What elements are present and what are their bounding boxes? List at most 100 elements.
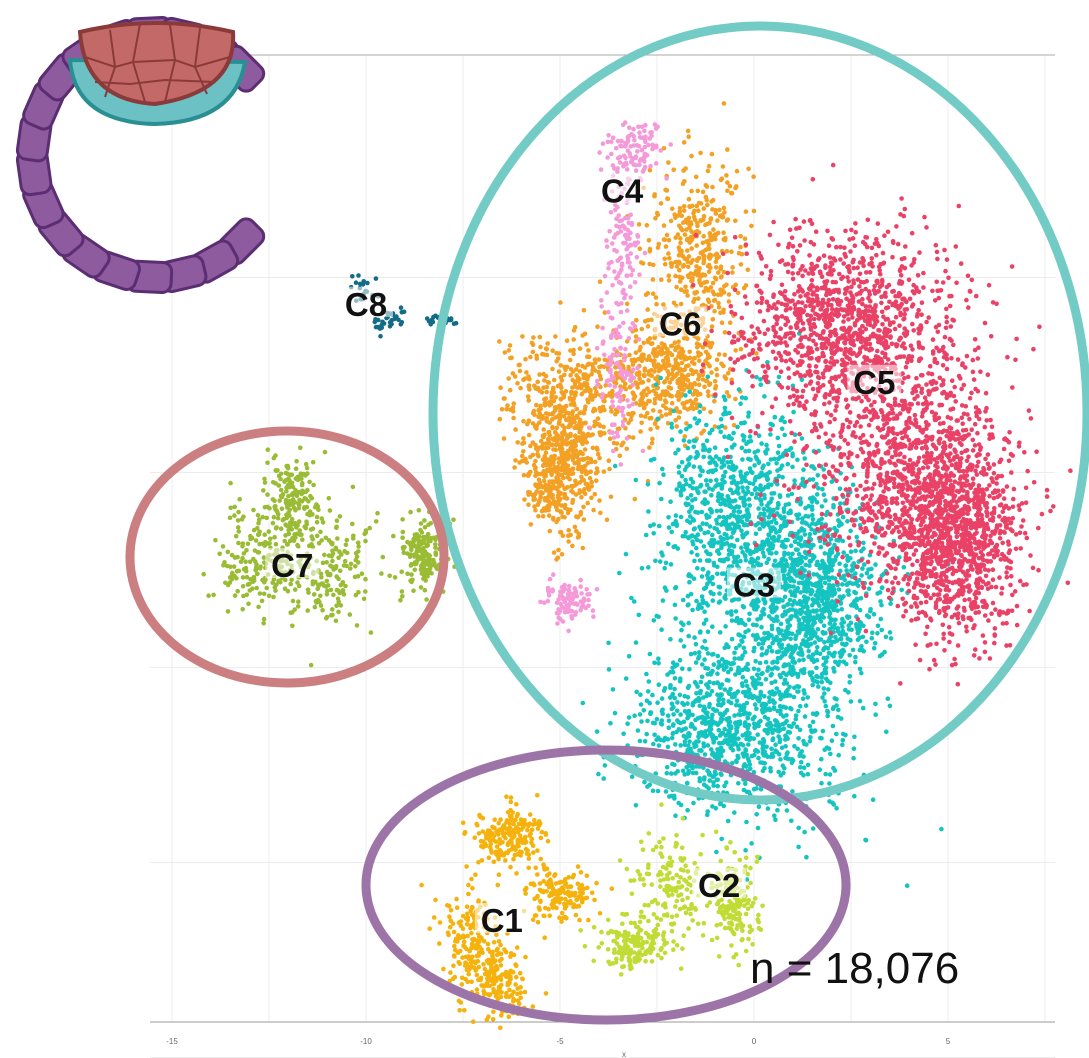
data-point: [398, 322, 404, 327]
data-point: [730, 270, 735, 275]
data-point: [642, 414, 648, 419]
data-point: [309, 542, 314, 547]
data-point: [773, 742, 778, 747]
data-point: [647, 167, 653, 173]
data-point: [659, 627, 664, 632]
data-point: [832, 650, 837, 656]
data-point: [330, 612, 335, 618]
data-point: [305, 608, 311, 613]
data-point: [288, 502, 293, 508]
data-point: [738, 233, 743, 239]
data-point: [206, 593, 211, 598]
data-point: [419, 571, 425, 576]
data-point: [616, 213, 621, 218]
data-point: [295, 542, 300, 548]
data-point: [712, 398, 717, 404]
data-point: [717, 456, 722, 462]
data-point: [512, 465, 517, 470]
data-point: [537, 334, 543, 340]
data-point: [643, 134, 648, 140]
data-point: [579, 604, 584, 610]
data-point: [634, 317, 639, 323]
data-point: [823, 771, 828, 777]
data-point: [533, 507, 538, 513]
data-point: [545, 585, 551, 591]
data-point: [834, 731, 839, 737]
data-point: [354, 623, 360, 628]
data-point: [685, 807, 690, 813]
data-point: [710, 289, 716, 295]
data-point: [597, 373, 603, 379]
data-point: [697, 391, 703, 397]
data-point: [231, 564, 237, 569]
data-point: [696, 372, 702, 378]
data-point: [854, 534, 859, 540]
data-point: [246, 601, 251, 607]
data-point: [714, 372, 720, 378]
data-point: [696, 650, 702, 655]
data-point: [873, 701, 878, 707]
data-point: [667, 411, 673, 416]
data-point: [377, 326, 383, 331]
data-point: [342, 558, 348, 564]
data-point: [534, 426, 539, 431]
data-point: [268, 536, 273, 542]
data-point: [666, 273, 672, 279]
data-point: [356, 544, 361, 549]
data-point: [711, 662, 717, 667]
data-point: [635, 149, 640, 154]
data-point: [846, 690, 851, 695]
data-point: [684, 421, 689, 426]
data-point: [674, 708, 680, 714]
data-point: [525, 394, 531, 399]
data-point: [647, 416, 652, 421]
data-point: [380, 554, 386, 560]
data-point: [653, 382, 659, 388]
data-point: [677, 657, 683, 663]
data-point: [698, 482, 704, 488]
data-point: [739, 479, 744, 485]
data-point: [899, 587, 904, 593]
data-point: [791, 409, 796, 415]
data-point: [668, 386, 674, 391]
data-point: [577, 429, 582, 435]
data-point: [624, 446, 630, 452]
data-point: [710, 317, 716, 322]
data-point: [852, 793, 857, 799]
data-point: [585, 362, 591, 368]
data-point: [667, 380, 673, 385]
data-point: [795, 689, 800, 694]
data-point: [665, 713, 671, 718]
data-point: [299, 480, 305, 486]
data-point: [505, 403, 510, 408]
data-point: [623, 155, 628, 161]
data-point: [707, 231, 713, 236]
data-point: [578, 385, 584, 391]
data-point: [732, 650, 737, 656]
data-point: [736, 387, 742, 392]
data-point: [689, 229, 694, 234]
data-point: [584, 587, 589, 592]
data-point: [551, 410, 556, 416]
data-point: [624, 436, 630, 441]
data-point: [582, 491, 588, 497]
data-point: [718, 275, 724, 280]
data-point: [571, 415, 576, 421]
data-point: [615, 166, 620, 171]
data-point: [769, 666, 775, 672]
data-point: [533, 458, 538, 464]
data-point: [763, 728, 769, 734]
data-point: [528, 443, 533, 449]
data-point: [506, 376, 512, 381]
data-point: [594, 466, 600, 471]
data-point: [548, 467, 554, 473]
data-point: [731, 474, 736, 479]
data-point: [586, 399, 591, 405]
data-point: [803, 562, 809, 568]
data-point: [860, 566, 865, 571]
data-point: [289, 480, 295, 486]
data-point: [791, 694, 797, 700]
data-point: [707, 220, 712, 226]
data-point: [560, 483, 565, 488]
data-point: [363, 576, 368, 582]
